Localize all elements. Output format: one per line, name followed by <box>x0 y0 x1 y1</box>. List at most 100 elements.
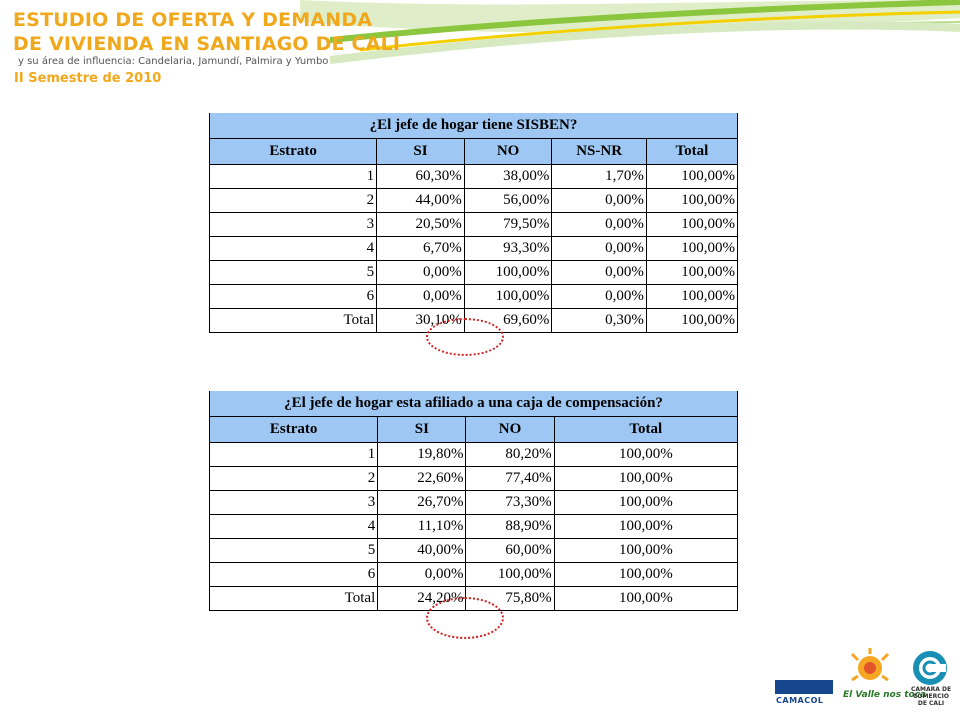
table-cell: 0,00% <box>551 236 647 261</box>
table-cell: 100,00% <box>554 538 739 563</box>
table-cell: 0,00% <box>376 260 465 285</box>
table-cell: 60,30% <box>376 164 465 189</box>
table-cell: 20,50% <box>376 212 465 237</box>
table-row: 5 0,00% 100,00% 0,00% 100,00% <box>208 260 739 285</box>
table-row: 6 0,00% 100,00% 0,00% 100,00% <box>208 284 739 309</box>
table-cell: 100,00% <box>465 562 555 587</box>
table-cell: 0,00% <box>551 260 647 285</box>
table-cell: 100,00% <box>646 260 739 285</box>
sisben-table: ¿El jefe de hogar tiene SISBEN? Estrato … <box>208 113 739 333</box>
table-cell: Total <box>208 308 378 333</box>
table-cell: Total <box>208 586 379 611</box>
table-cell: 0,30% <box>551 308 647 333</box>
column-header: Total <box>554 416 739 443</box>
table-row: 3 26,70% 73,30% 100,00% <box>208 490 739 515</box>
table-cell: 11,10% <box>377 514 467 539</box>
table-cell: 1 <box>208 164 378 189</box>
table-cell: 73,30% <box>465 490 555 515</box>
column-header: Total <box>646 138 739 165</box>
table-cell: 0,00% <box>551 212 647 237</box>
semester-label: II Semestre de 2010 <box>14 71 162 86</box>
table-cell: 100,00% <box>646 308 739 333</box>
table-cell: 44,00% <box>376 188 465 213</box>
table-cell: 100,00% <box>554 442 739 467</box>
table-cell: 100,00% <box>554 490 739 515</box>
footer-graphics <box>850 648 947 685</box>
table-cell: 77,40% <box>465 466 555 491</box>
table-cell: 3 <box>208 490 379 515</box>
table-cell: 100,00% <box>646 236 739 261</box>
highlight-circle <box>426 318 504 356</box>
table-cell: 100,00% <box>646 212 739 237</box>
table-cell: 0,00% <box>377 562 467 587</box>
table-cell: 100,00% <box>646 188 739 213</box>
table-cell: 0,00% <box>551 188 647 213</box>
camacol-logo-icon <box>775 680 833 694</box>
table-question: ¿El jefe de hogar tiene SISBEN? <box>209 113 738 139</box>
table-cell: 80,20% <box>465 442 555 467</box>
table-cell: 22,60% <box>377 466 467 491</box>
table-row: 5 40,00% 60,00% 100,00% <box>208 538 739 563</box>
table-cell: 100,00% <box>646 164 739 189</box>
table-row: 6 0,00% 100,00% 100,00% <box>208 562 739 587</box>
column-header: SI <box>377 416 467 443</box>
table-cell: 93,30% <box>464 236 553 261</box>
table-cell: 0,00% <box>551 284 647 309</box>
table-cell: 4 <box>208 514 379 539</box>
column-header: Estrato <box>208 138 378 165</box>
table-cell: 19,80% <box>377 442 467 467</box>
table-cell: 3 <box>208 212 378 237</box>
table-cell: 40,00% <box>377 538 467 563</box>
table-row: 2 44,00% 56,00% 0,00% 100,00% <box>208 188 739 213</box>
table-row-total: Total 30,10% 69,60% 0,30% 100,00% <box>208 308 739 333</box>
table-cell: 6 <box>208 562 379 587</box>
table-row: 1 60,30% 38,00% 1,70% 100,00% <box>208 164 739 189</box>
table-cell: 6 <box>208 284 378 309</box>
table-cell: 100,00% <box>464 284 553 309</box>
table-cell: 56,00% <box>464 188 553 213</box>
table-cell: 100,00% <box>554 586 739 611</box>
table-cell: 2 <box>208 466 379 491</box>
sun-logo-icon <box>850 648 890 682</box>
title-line-1: ESTUDIO DE OFERTA Y DEMANDA <box>13 9 373 31</box>
table-cell: 100,00% <box>646 284 739 309</box>
table-cell: 38,00% <box>464 164 553 189</box>
highlight-circle <box>426 597 504 639</box>
table-row: 1 19,80% 80,20% 100,00% <box>208 442 739 467</box>
table-question: ¿El jefe de hogar esta afiliado a una ca… <box>209 391 738 417</box>
slide-title: ESTUDIO DE OFERTA Y DEMANDA DE VIVIENDA … <box>13 8 400 56</box>
table-cell: 24,20% <box>377 586 467 611</box>
column-header: NO <box>465 416 555 443</box>
column-header: NS-NR <box>551 138 647 165</box>
table-row: 2 22,60% 77,40% 100,00% <box>208 466 739 491</box>
table-cell: 60,00% <box>465 538 555 563</box>
column-header: Estrato <box>208 416 379 443</box>
table-cell: 4 <box>208 236 378 261</box>
table-row: 4 6,70% 93,30% 0,00% 100,00% <box>208 236 739 261</box>
caja-compensacion-table: ¿El jefe de hogar esta afiliado a una ca… <box>208 391 739 611</box>
table-cell: 100,00% <box>464 260 553 285</box>
camara-comercio-label: CAMARA DE COMERCIO DE CALI <box>910 686 952 707</box>
slide-header: ESTUDIO DE OFERTA Y DEMANDA DE VIVIENDA … <box>0 0 960 110</box>
column-header: NO <box>464 138 553 165</box>
table-cell: 1 <box>208 442 379 467</box>
table-cell: 100,00% <box>554 562 739 587</box>
slide-subtitle: y su área de influencia: Candelaria, Jam… <box>18 56 329 67</box>
table-cell: 5 <box>208 260 378 285</box>
table-row: 4 11,10% 88,90% 100,00% <box>208 514 739 539</box>
footer-logos: CAMACOL El Valle nos toca CAMARA DE COME… <box>0 640 960 720</box>
table-cell: 79,50% <box>464 212 553 237</box>
header-wave-decoration <box>300 0 960 64</box>
column-header: SI <box>376 138 465 165</box>
camara-comercio-logo-icon <box>913 651 947 685</box>
table-cell: 2 <box>208 188 378 213</box>
table-cell: 26,70% <box>377 490 467 515</box>
table-cell: 5 <box>208 538 379 563</box>
camacol-label: CAMACOL <box>776 696 824 705</box>
table-cell: 0,00% <box>376 284 465 309</box>
title-line-2: DE VIVIENDA EN SANTIAGO DE CALI <box>13 33 401 55</box>
table-cell: 100,00% <box>554 514 739 539</box>
table-row: 3 20,50% 79,50% 0,00% 100,00% <box>208 212 739 237</box>
table-cell: 100,00% <box>554 466 739 491</box>
table-cell: 1,70% <box>551 164 647 189</box>
